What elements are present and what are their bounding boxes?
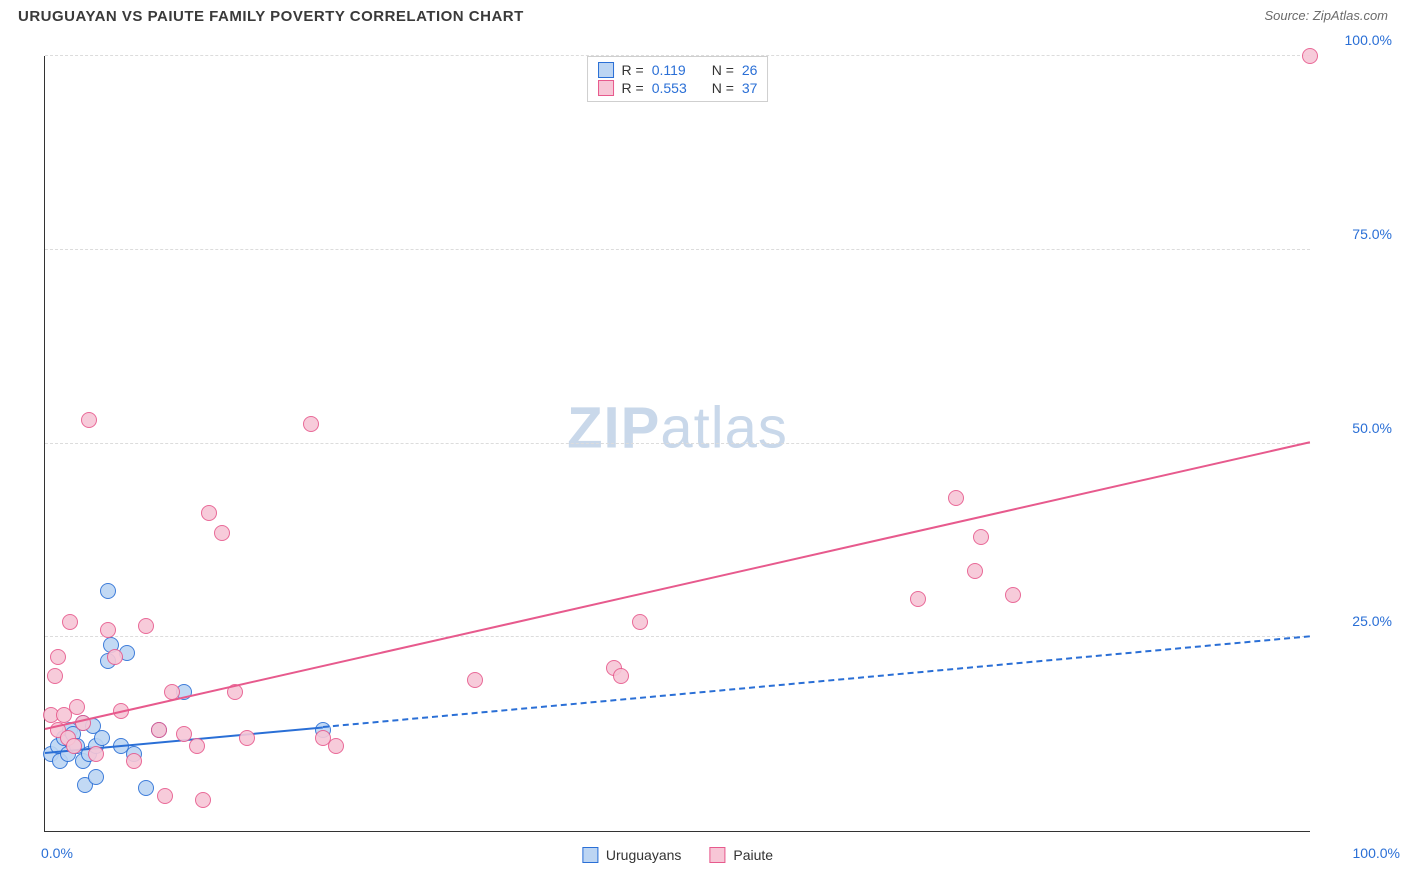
chart-container: Family Poverty ZIPatlas R = 0.119 N = 26…	[0, 46, 1406, 892]
data-point	[910, 591, 926, 607]
gridline	[45, 249, 1310, 250]
r-value-paiute: 0.553	[652, 80, 698, 96]
x-axis-max-label: 100.0%	[1353, 845, 1400, 861]
legend-swatch-uruguayans	[582, 847, 598, 863]
r-label: R =	[622, 80, 644, 96]
data-point	[973, 529, 989, 545]
data-point	[189, 738, 205, 754]
data-point	[1302, 48, 1318, 64]
data-point	[157, 788, 173, 804]
swatch-uruguayans	[598, 62, 614, 78]
data-point	[201, 505, 217, 521]
source-citation: Source: ZipAtlas.com	[1264, 8, 1388, 23]
gridline	[45, 636, 1310, 637]
data-point	[94, 730, 110, 746]
legend-label-paiute: Paiute	[733, 847, 773, 863]
data-point	[303, 416, 319, 432]
data-point	[328, 738, 344, 754]
data-point	[948, 490, 964, 506]
legend-swatch-paiute	[709, 847, 725, 863]
legend-label-uruguayans: Uruguayans	[606, 847, 682, 863]
gridline	[45, 443, 1310, 444]
y-tick-label: 50.0%	[1320, 420, 1392, 436]
data-point	[66, 738, 82, 754]
data-point	[195, 792, 211, 808]
data-point	[151, 722, 167, 738]
data-point	[100, 622, 116, 638]
plot-area: ZIPatlas R = 0.119 N = 26 R = 0.553 N = …	[44, 56, 1310, 832]
data-point	[967, 563, 983, 579]
data-point	[47, 668, 63, 684]
watermark-atlas: atlas	[660, 396, 788, 461]
y-tick-label: 100.0%	[1320, 32, 1392, 48]
r-label: R =	[622, 62, 644, 78]
stats-row-uruguayans: R = 0.119 N = 26	[598, 61, 758, 79]
y-tick-label: 75.0%	[1320, 226, 1392, 242]
stats-row-paiute: R = 0.553 N = 37	[598, 79, 758, 97]
data-point	[138, 618, 154, 634]
n-label: N =	[712, 62, 734, 78]
watermark-zip: ZIP	[567, 396, 660, 461]
n-label: N =	[712, 80, 734, 96]
data-point	[50, 649, 66, 665]
data-point	[613, 668, 629, 684]
data-point	[107, 649, 123, 665]
data-point	[88, 746, 104, 762]
data-point	[69, 699, 85, 715]
data-point	[88, 769, 104, 785]
data-point	[62, 614, 78, 630]
data-point	[138, 780, 154, 796]
data-point	[1005, 587, 1021, 603]
y-tick-label: 25.0%	[1320, 613, 1392, 629]
watermark: ZIPatlas	[567, 395, 788, 462]
data-point	[126, 753, 142, 769]
data-point	[467, 672, 483, 688]
data-point	[214, 525, 230, 541]
legend-item-paiute: Paiute	[709, 847, 773, 863]
data-point	[632, 614, 648, 630]
series-legend: Uruguayans Paiute	[582, 847, 773, 863]
data-point	[100, 583, 116, 599]
data-point	[239, 730, 255, 746]
swatch-paiute	[598, 80, 614, 96]
r-value-uruguayans: 0.119	[652, 62, 698, 78]
legend-item-uruguayans: Uruguayans	[582, 847, 682, 863]
gridline	[45, 55, 1310, 56]
n-value-uruguayans: 26	[742, 62, 758, 78]
chart-title: URUGUAYAN VS PAIUTE FAMILY POVERTY CORRE…	[18, 8, 524, 25]
data-point	[81, 412, 97, 428]
trend-line	[45, 442, 1310, 731]
n-value-paiute: 37	[742, 80, 758, 96]
stats-legend: R = 0.119 N = 26 R = 0.553 N = 37	[587, 56, 769, 102]
x-axis-origin-label: 0.0%	[41, 845, 73, 861]
